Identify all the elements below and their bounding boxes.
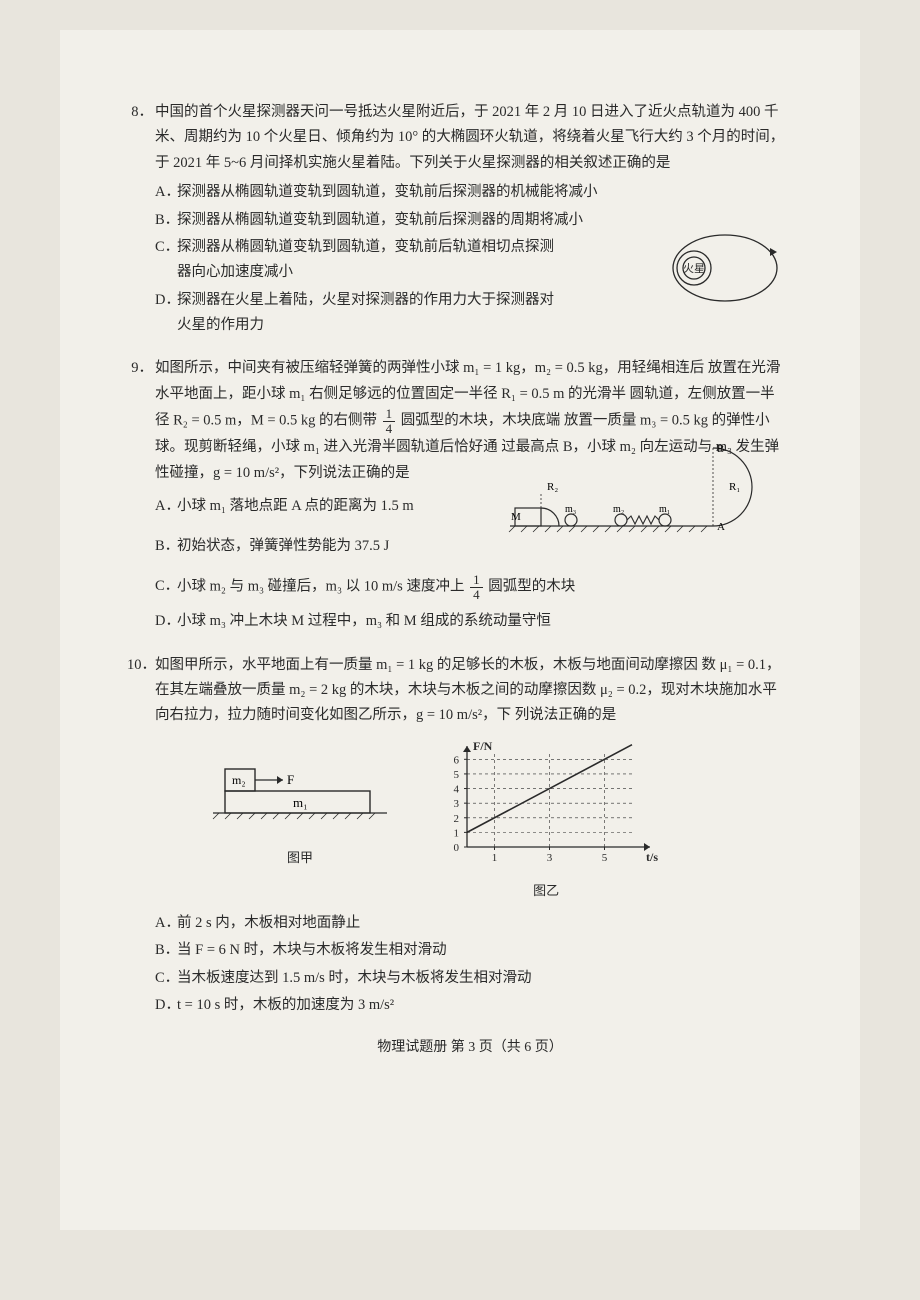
q10-figure-block: m₁ m₂ F 图甲 <box>205 741 395 870</box>
q10-options: A．前 2 s 内，木板相对地面静止 B．当 F = 6 N 时，木块与木板将发… <box>155 911 785 1019</box>
svg-text:t/s: t/s <box>646 850 658 864</box>
svg-text:5: 5 <box>601 852 607 864</box>
svg-text:F/N: F/N <box>473 739 493 753</box>
q10-number: 10． <box>127 653 153 678</box>
svg-text:m₂: m₂ <box>232 773 246 787</box>
q10-body: 如图甲所示，水平地面上有一质量 m₁ = 1 kg 的足够长的木板，木板与地面间… <box>155 653 785 1019</box>
caption-jia: 图甲 <box>205 847 395 870</box>
svg-text:m₂: m₂ <box>613 504 624 515</box>
svg-text:R₂: R₂ <box>547 481 558 493</box>
svg-text:A: A <box>717 521 725 533</box>
q10-opt-b: B．当 F = 6 N 时，木块与木板将发生相对滑动 <box>155 938 785 963</box>
question-8: 8． 中国的首个火星探测器天问一号抵达火星附近后，于 2021 年 2 月 10… <box>155 100 785 338</box>
svg-text:m₁: m₁ <box>659 504 670 515</box>
svg-text:B: B <box>717 443 724 455</box>
svg-text:0: 0 <box>453 842 459 854</box>
svg-text:F: F <box>287 772 294 787</box>
svg-text:5: 5 <box>453 769 459 781</box>
q10-opt-a: A．前 2 s 内，木板相对地面静止 <box>155 911 785 936</box>
q8-text: 中国的首个火星探测器天问一号抵达火星附近后，于 2021 年 2 月 10 日进… <box>155 104 784 171</box>
q10-figures-row: m₁ m₂ F 图甲 0 1 2 3 4 5 6 1 3 5 F/N t/s 图乙 <box>155 735 785 907</box>
q9-opt-c: C．小球 m₂ 与 m₃ 碰撞后，m₃ 以 10 m/s 速度冲上 14 圆弧型… <box>155 573 785 601</box>
question-10: 10． 如图甲所示，水平地面上有一质量 m₁ = 1 kg 的足够长的木板，木板… <box>155 653 785 1019</box>
svg-text:3: 3 <box>453 798 459 810</box>
q10-figure-graph: 0 1 2 3 4 5 6 1 3 5 F/N t/s 图乙 <box>429 739 664 903</box>
svg-text:1: 1 <box>453 827 459 839</box>
q9-spring-figure: M R₂ m₃ m₂ m₁ A B R₁ <box>505 438 755 543</box>
q9-number: 9． <box>127 356 153 381</box>
fraction-icon: 14 <box>383 407 396 435</box>
caption-yi: 图乙 <box>429 880 664 903</box>
q10-opt-c: C．当木板速度达到 1.5 m/s 时，木块与木板将发生相对滑动 <box>155 966 785 991</box>
page-content: 8． 中国的首个火星探测器天问一号抵达火星附近后，于 2021 年 2 月 10… <box>60 30 860 1230</box>
q8-orbit-figure: 火星 <box>670 218 800 308</box>
svg-text:4: 4 <box>453 783 459 795</box>
svg-text:2: 2 <box>453 812 459 824</box>
page-footer: 物理试题册 第 3 页（共 6 页） <box>155 1036 785 1061</box>
q8-number: 8． <box>127 100 153 125</box>
svg-text:6: 6 <box>453 754 459 766</box>
q8-opt-a: A．探测器从椭圆轨道变轨到圆轨道，变轨前后探测器的机械能将减小 <box>155 180 785 205</box>
fraction-icon: 14 <box>470 573 483 601</box>
question-9: 9． 如图所示，中间夹有被压缩轻弹簧的两弹性小球 m₁ = 1 kg，m₂ = … <box>155 356 785 634</box>
svg-text:3: 3 <box>546 852 552 864</box>
svg-text:M: M <box>511 511 521 523</box>
q9-opt-d: D．小球 m₃ 冲上木块 M 过程中，m₃ 和 M 组成的系统动量守恒 <box>155 609 785 634</box>
svg-text:R₁: R₁ <box>729 481 740 493</box>
svg-text:m₃: m₃ <box>565 504 576 515</box>
svg-text:m₁: m₁ <box>293 795 308 810</box>
svg-text:1: 1 <box>491 852 497 864</box>
q10-opt-d: D．t = 10 s 时，木板的加速度为 3 m/s² <box>155 993 785 1018</box>
mars-label: 火星 <box>683 262 705 275</box>
